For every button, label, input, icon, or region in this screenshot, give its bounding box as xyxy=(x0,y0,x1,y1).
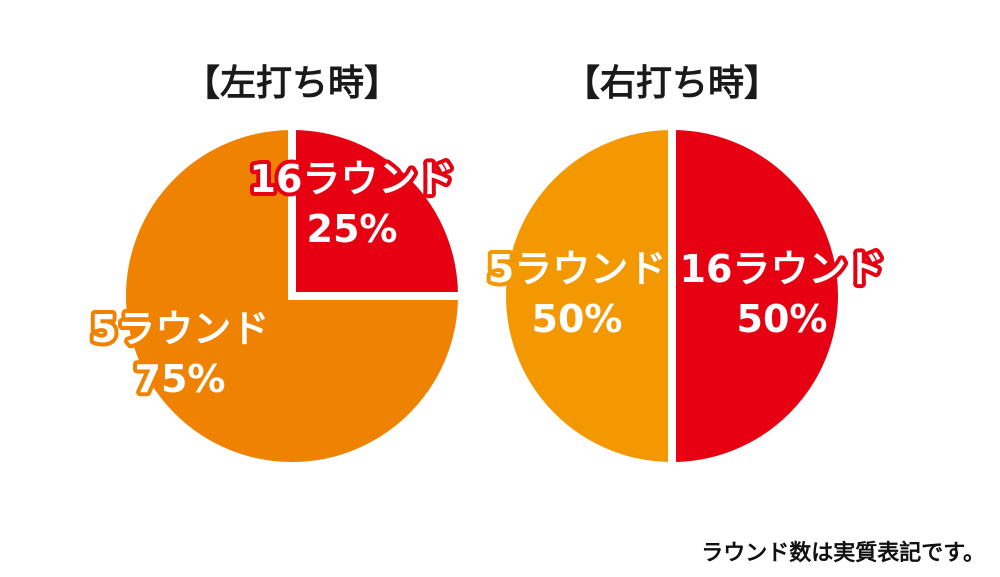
right-slice-5-round xyxy=(498,121,676,471)
left-pie-chart: 【左打ち時】 16ラウンド 25% 5ラウンド 75% xyxy=(87,63,467,470)
chart-title: 【右打ち時】 xyxy=(564,63,780,104)
right-pie-chart: 【右打ち時】 16ラウンド 50% 5ラウンド 50% xyxy=(484,63,888,471)
slice-percent-label: 75% xyxy=(135,357,226,401)
slice-percent-label: 50% xyxy=(532,297,623,341)
slice-label: 5ラウンド xyxy=(91,307,269,351)
slice-label: 5ラウンド xyxy=(488,247,666,291)
left-slice-16-round xyxy=(288,121,467,300)
right-slice-16-round xyxy=(668,121,846,471)
slice-label: 16ラウンド xyxy=(680,247,885,291)
footnote-text: ラウンド数は実質表記です。 xyxy=(701,540,985,566)
slice-percent-label: 50% xyxy=(737,297,828,341)
chart-title: 【左打ち時】 xyxy=(184,63,400,104)
left-slice-5-round xyxy=(118,121,467,470)
slice-percent-label: 25% xyxy=(307,207,398,251)
slice-label: 16ラウンド xyxy=(250,157,455,201)
